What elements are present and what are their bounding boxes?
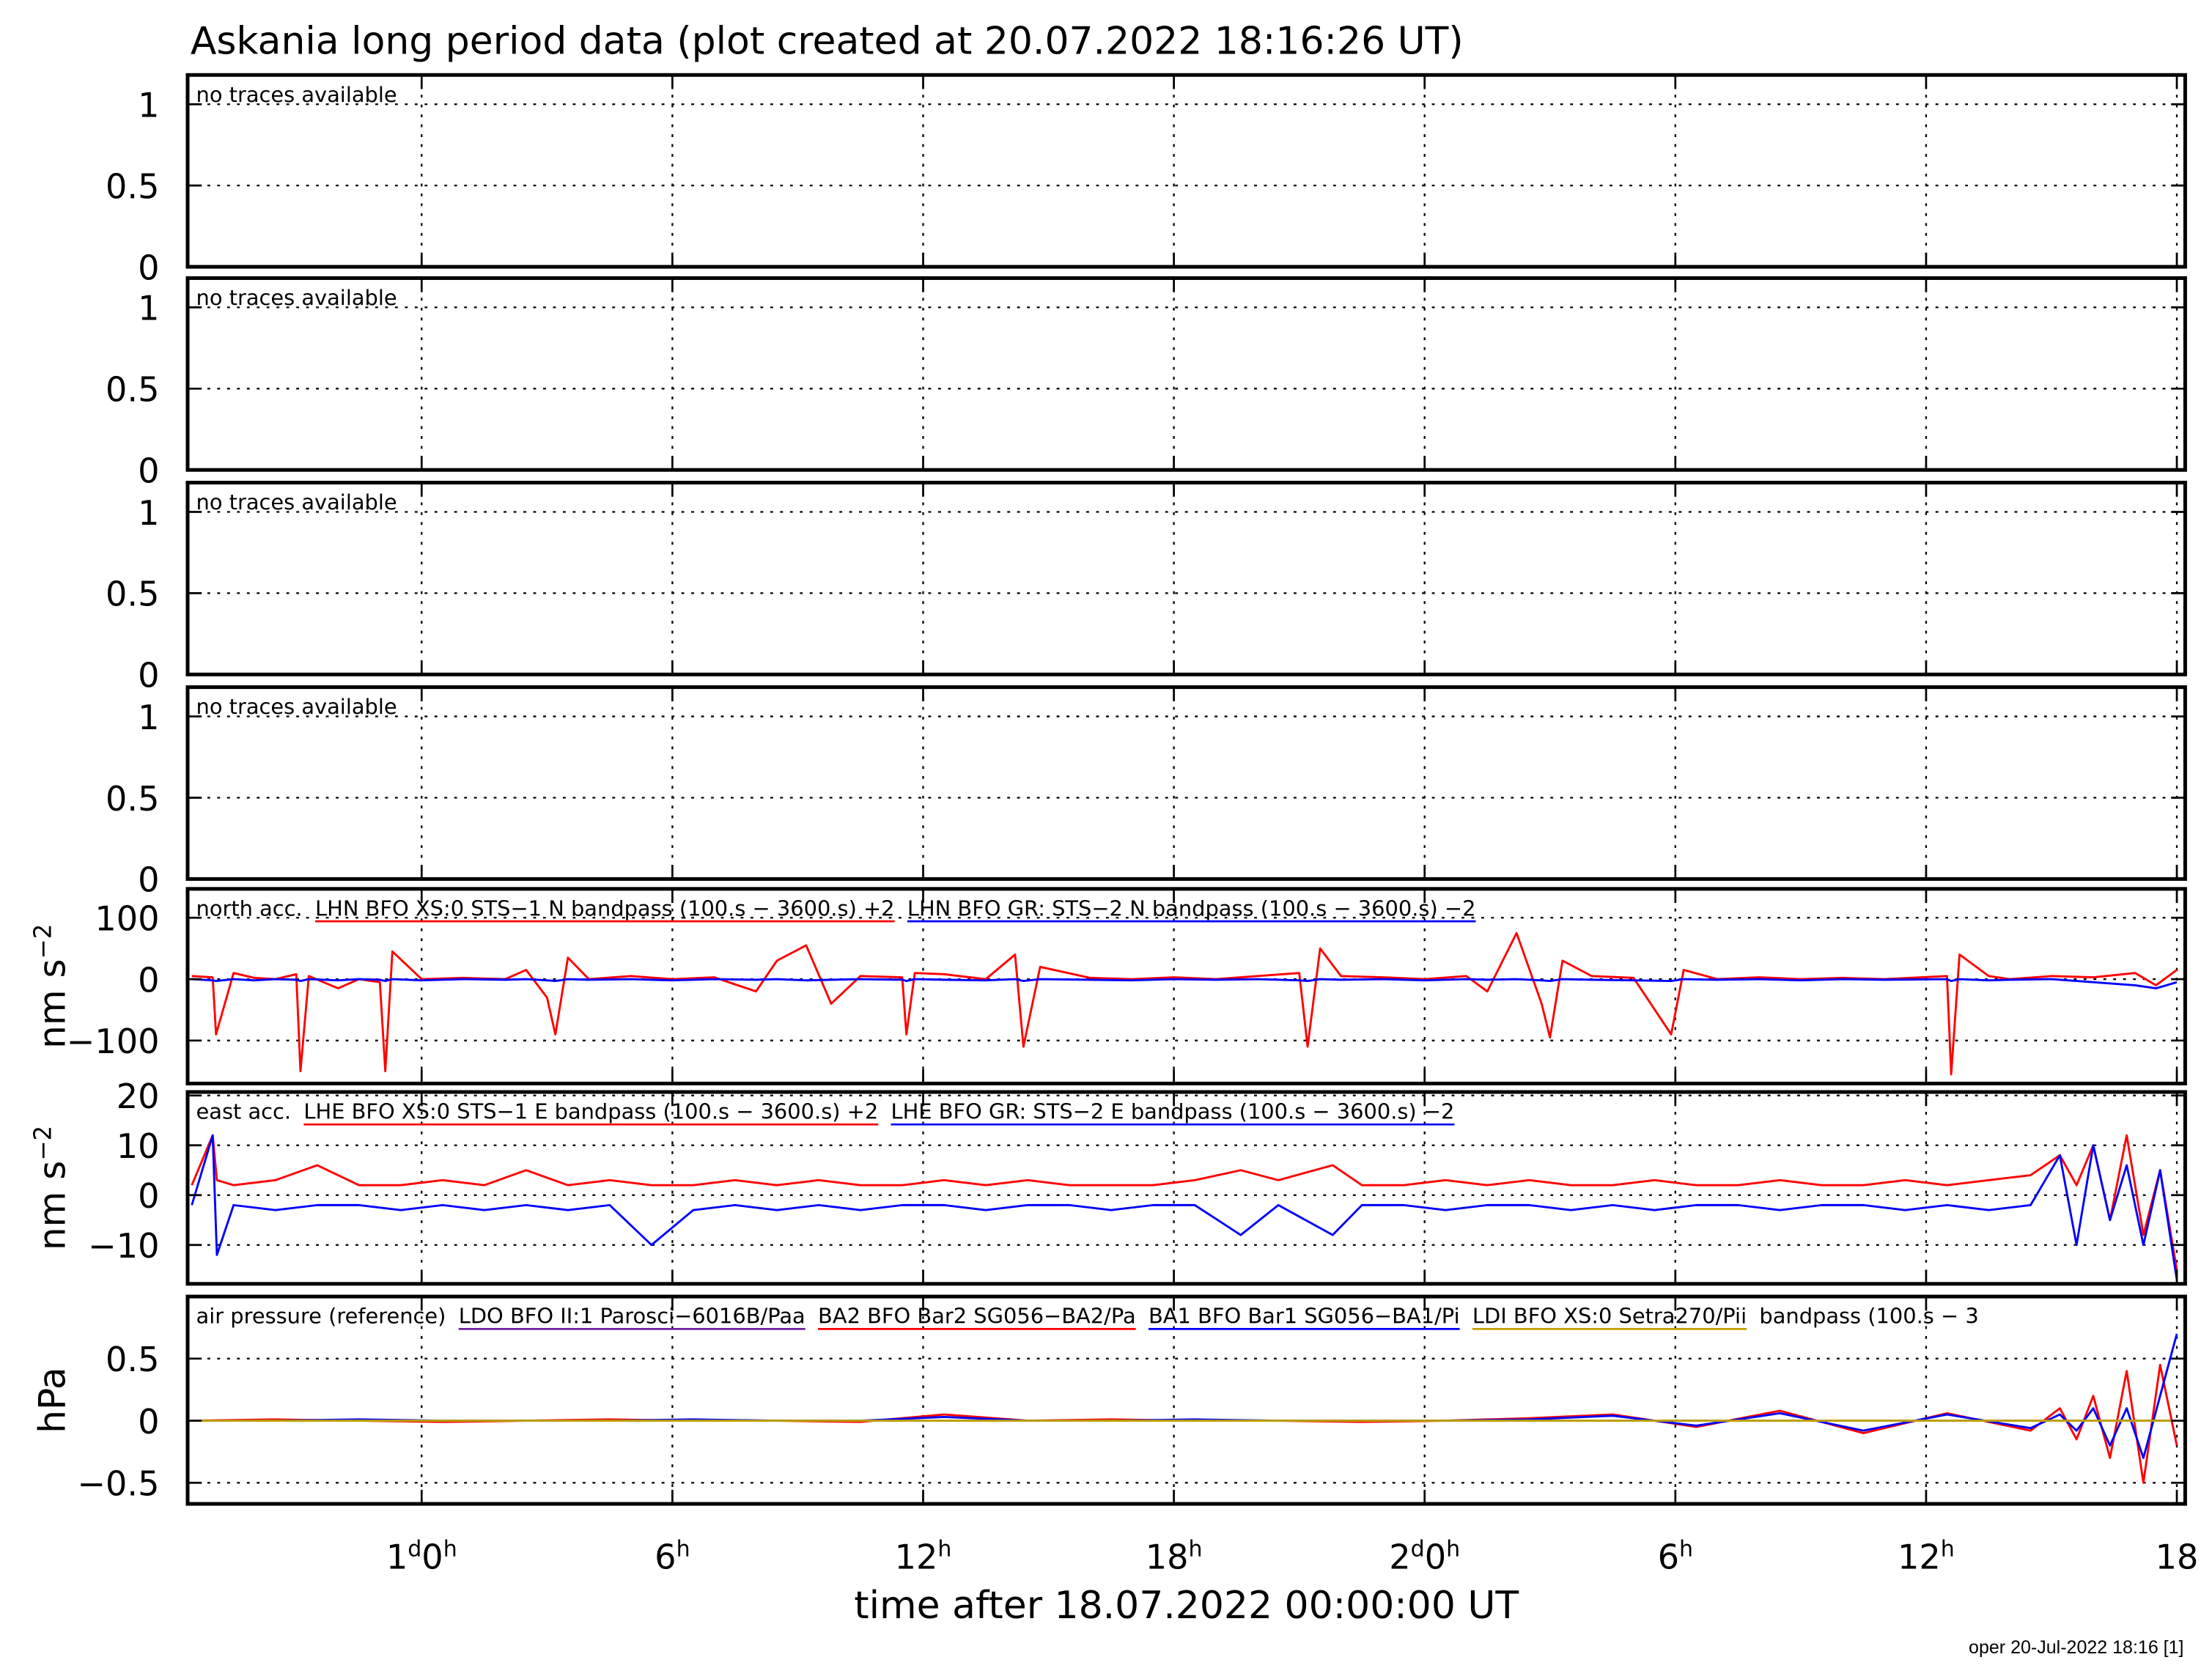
frame — [185, 1090, 2187, 1286]
y-tick-label: 0 — [138, 1176, 159, 1216]
trace — [191, 1134, 2178, 1280]
x-tick-label: 1d0h — [386, 1536, 457, 1577]
y-tick-label: 0 — [138, 451, 159, 491]
y-axis-label: nm s−2 — [29, 1126, 74, 1250]
legend-entry: BA2 BFO Bar2 SG056−BA2/Pa — [818, 1304, 1136, 1329]
legend: no traces available — [196, 285, 397, 310]
legend-entry: LHN BFO XS:0 STS−1 N bandpass (100.s − 3… — [315, 896, 895, 920]
frame — [185, 1294, 2187, 1506]
y-tick-label: 10 — [117, 1126, 160, 1166]
frame — [185, 887, 2187, 1085]
y-tick-label: 0 — [138, 960, 159, 1000]
annotation: no traces available — [196, 694, 397, 719]
annotation: no traces available — [196, 82, 397, 107]
trace — [191, 1363, 2178, 1484]
legend-entry: LHN BFO GR: STS−2 N bandpass (100.s − 36… — [907, 896, 1476, 920]
panel — [187, 482, 2186, 675]
trace — [191, 1333, 2178, 1459]
legend: air pressure (reference) LDO BFO II:1 Par… — [196, 1304, 1979, 1330]
y-tick-label: 0.5 — [106, 779, 159, 819]
y-tick-label: 1 — [138, 86, 159, 125]
legend: no traces available — [196, 694, 397, 719]
y-tick-label: 0.5 — [106, 575, 159, 614]
legend-prefix: air pressure (reference) — [196, 1304, 446, 1329]
legend-entry: BA1 BFO Bar1 SG056−BA1/Pi — [1149, 1304, 1460, 1329]
legend-prefix: north acc. — [196, 896, 303, 920]
footer: oper 20-Jul-2022 18:16 [1] — [1969, 1637, 2183, 1658]
legend-entry: LHE BFO XS:0 STS−1 E bandpass (100.s − 3… — [303, 1099, 878, 1124]
y-tick-label: 20 — [117, 1077, 160, 1116]
y-axis-label: nm s−2 — [29, 923, 74, 1048]
legend-entry: LDI BFO XS:0 Setra270/Pii — [1472, 1304, 1747, 1329]
chart-title: Askania long period data (plot created a… — [191, 19, 1464, 63]
y-tick-label: −10 — [88, 1226, 159, 1266]
y-tick-label: 0.5 — [106, 1340, 159, 1379]
frame — [185, 73, 2187, 269]
y-tick-label: 0 — [138, 248, 159, 287]
y-tick-label: 0.5 — [106, 166, 159, 206]
frame — [185, 481, 2187, 676]
x-tick-label: 18h — [1146, 1536, 1203, 1577]
legend-suffix: bandpass (100.s − 3 — [1759, 1304, 1978, 1329]
panel — [187, 278, 2186, 471]
trace — [191, 931, 2178, 1076]
y-tick-label: 0 — [138, 860, 159, 900]
legend-entry: LDO BFO II:1 Parosci−6016B/Paa — [459, 1304, 805, 1329]
y-tick-label: 100 — [95, 899, 159, 939]
frame — [185, 685, 2187, 881]
y-tick-label: 0 — [138, 1402, 159, 1442]
y-tick-label: 0.5 — [106, 370, 159, 410]
y-axis-label: hPa — [32, 1367, 74, 1433]
x-tick-label: 2d0h — [1389, 1536, 1460, 1577]
frame — [185, 276, 2187, 472]
y-tick-label: 1 — [138, 493, 159, 533]
legend: east acc. LHE BFO XS:0 STS−1 E bandpass (… — [196, 1099, 1455, 1126]
legend: no traces available — [196, 490, 397, 514]
x-tick-label: 12h — [895, 1536, 952, 1577]
y-tick-label: 1 — [138, 289, 159, 328]
legend-prefix: east acc. — [196, 1099, 292, 1124]
y-tick-label: 0 — [138, 656, 159, 695]
x-tick-label: 12h — [1898, 1536, 1955, 1577]
y-tick-label: 1 — [138, 698, 159, 737]
panel — [187, 687, 2186, 879]
legend-entry: LHE BFO GR: STS−2 E bandpass (100.s − 36… — [891, 1099, 1455, 1124]
y-tick-label: −100 — [67, 1022, 160, 1061]
annotation: no traces available — [196, 285, 397, 310]
x-tick-label: 6h — [1658, 1536, 1693, 1577]
y-tick-label: −0.5 — [77, 1464, 159, 1504]
panel — [187, 75, 2186, 267]
x-axis-label: time after 18.07.2022 00:00:00 UT — [854, 1584, 1519, 1628]
panel — [187, 1296, 2186, 1505]
annotation: no traces available — [196, 490, 397, 514]
x-tick-label: 6h — [655, 1536, 690, 1577]
trace — [191, 978, 2178, 990]
trace — [191, 1134, 2178, 1270]
legend: no traces available — [196, 82, 397, 107]
legend: north acc. LHN BFO XS:0 STS−1 N bandpass … — [196, 896, 1476, 923]
x-tick-label: 18 — [2156, 1538, 2199, 1577]
